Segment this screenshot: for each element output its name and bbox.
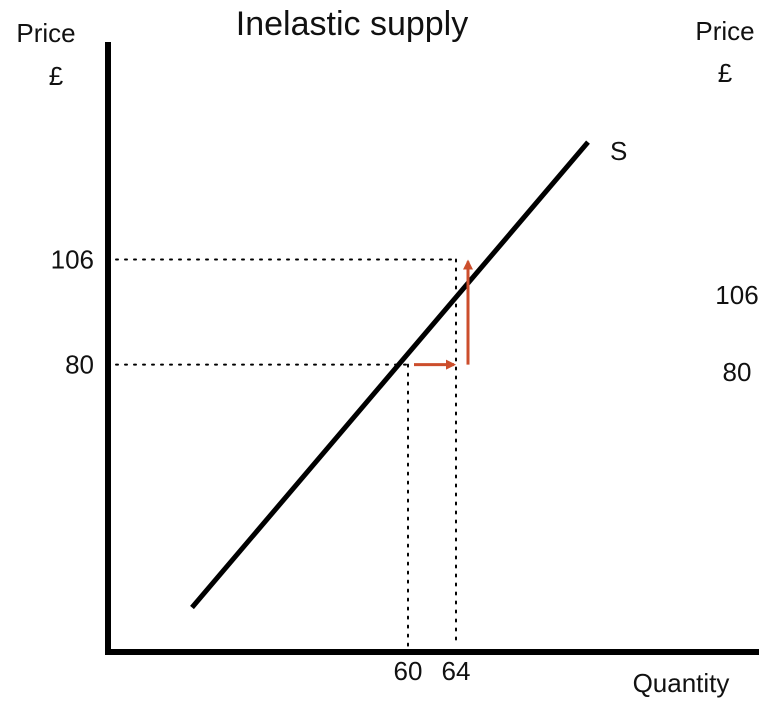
- x-tick-60: 60: [394, 656, 423, 686]
- right-y-tick-80: 80: [723, 357, 752, 387]
- y-axis-label: Price: [16, 18, 75, 48]
- x-tick-64: 64: [442, 656, 471, 686]
- right-y-tick-106: 106: [715, 280, 758, 310]
- chart-title: Inelastic supply: [236, 5, 468, 43]
- right-y-axis-label: Price: [695, 16, 754, 46]
- y-tick-80: 80: [65, 350, 94, 380]
- supply-line-label: S: [610, 136, 627, 166]
- y-axis-unit: £: [49, 61, 64, 91]
- right-y-axis-unit: £: [718, 58, 733, 88]
- x-axis-label: Quantity: [633, 668, 730, 698]
- y-tick-106: 106: [51, 244, 94, 274]
- supply-line: [190, 140, 590, 610]
